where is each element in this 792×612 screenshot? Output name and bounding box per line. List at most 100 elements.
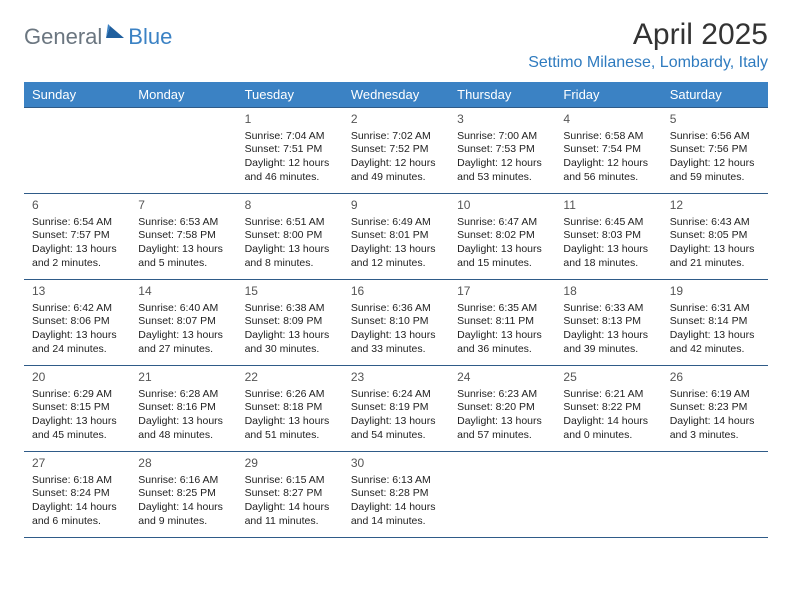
day-detail-line: and 30 minutes. (245, 343, 335, 357)
day-detail-line: Daylight: 12 hours (351, 157, 441, 171)
day-detail-line: and 51 minutes. (245, 429, 335, 443)
day-detail-line: Sunrise: 6:42 AM (32, 302, 122, 316)
calendar-day-cell (662, 452, 768, 538)
day-number: 24 (457, 370, 547, 386)
day-number: 5 (670, 112, 760, 128)
day-detail-line: Sunset: 7:51 PM (245, 143, 335, 157)
day-detail-line: Sunrise: 6:16 AM (138, 474, 228, 488)
day-detail-line: Sunset: 8:18 PM (245, 401, 335, 415)
day-number: 23 (351, 370, 441, 386)
day-detail-line: and 2 minutes. (32, 257, 122, 271)
calendar-week-row: 20Sunrise: 6:29 AMSunset: 8:15 PMDayligh… (24, 366, 768, 452)
weekday-header: Wednesday (343, 82, 449, 108)
day-detail-line: and 9 minutes. (138, 515, 228, 529)
weekday-header: Thursday (449, 82, 555, 108)
day-detail-line: Sunset: 8:15 PM (32, 401, 122, 415)
day-detail-line: Sunset: 8:03 PM (563, 229, 653, 243)
day-detail-line: Sunrise: 6:56 AM (670, 130, 760, 144)
day-detail-line: and 5 minutes. (138, 257, 228, 271)
calendar-day-cell: 30Sunrise: 6:13 AMSunset: 8:28 PMDayligh… (343, 452, 449, 538)
day-detail-line: and 49 minutes. (351, 171, 441, 185)
logo-text-general: General (24, 24, 102, 50)
calendar-week-row: 27Sunrise: 6:18 AMSunset: 8:24 PMDayligh… (24, 452, 768, 538)
day-number: 11 (563, 198, 653, 214)
calendar-day-cell: 4Sunrise: 6:58 AMSunset: 7:54 PMDaylight… (555, 108, 661, 194)
day-number: 4 (563, 112, 653, 128)
day-detail-line: Sunset: 8:23 PM (670, 401, 760, 415)
day-detail-line: and 11 minutes. (245, 515, 335, 529)
calendar-day-cell (449, 452, 555, 538)
calendar-day-cell: 18Sunrise: 6:33 AMSunset: 8:13 PMDayligh… (555, 280, 661, 366)
day-number: 28 (138, 456, 228, 472)
day-number: 17 (457, 284, 547, 300)
logo: General Blue (24, 24, 172, 50)
calendar-day-cell: 22Sunrise: 6:26 AMSunset: 8:18 PMDayligh… (237, 366, 343, 452)
day-number: 15 (245, 284, 335, 300)
day-number: 9 (351, 198, 441, 214)
day-detail-line: Sunrise: 6:28 AM (138, 388, 228, 402)
day-detail-line: Sunset: 8:28 PM (351, 487, 441, 501)
day-number: 26 (670, 370, 760, 386)
calendar-day-cell: 6Sunrise: 6:54 AMSunset: 7:57 PMDaylight… (24, 194, 130, 280)
day-detail-line: Daylight: 13 hours (351, 415, 441, 429)
day-detail-line: Daylight: 13 hours (457, 415, 547, 429)
day-detail-line: Sunset: 8:07 PM (138, 315, 228, 329)
day-detail-line: Sunrise: 6:49 AM (351, 216, 441, 230)
day-number: 10 (457, 198, 547, 214)
calendar-day-cell: 29Sunrise: 6:15 AMSunset: 8:27 PMDayligh… (237, 452, 343, 538)
day-detail-line: Sunrise: 7:04 AM (245, 130, 335, 144)
day-detail-line: Sunset: 8:20 PM (457, 401, 547, 415)
day-detail-line: Sunrise: 6:45 AM (563, 216, 653, 230)
day-number: 12 (670, 198, 760, 214)
calendar-day-cell: 17Sunrise: 6:35 AMSunset: 8:11 PMDayligh… (449, 280, 555, 366)
calendar-day-cell: 27Sunrise: 6:18 AMSunset: 8:24 PMDayligh… (24, 452, 130, 538)
day-detail-line: Daylight: 12 hours (245, 157, 335, 171)
day-detail-line: and 8 minutes. (245, 257, 335, 271)
weekday-header: Monday (130, 82, 236, 108)
day-detail-line: and 53 minutes. (457, 171, 547, 185)
weekday-header: Sunday (24, 82, 130, 108)
day-detail-line: Sunrise: 6:58 AM (563, 130, 653, 144)
day-number: 21 (138, 370, 228, 386)
day-detail-line: Sunrise: 6:18 AM (32, 474, 122, 488)
day-detail-line: and 46 minutes. (245, 171, 335, 185)
day-number: 13 (32, 284, 122, 300)
day-detail-line: Daylight: 14 hours (138, 501, 228, 515)
day-detail-line: Daylight: 13 hours (670, 243, 760, 257)
day-detail-line: Sunrise: 6:13 AM (351, 474, 441, 488)
calendar-body: 1Sunrise: 7:04 AMSunset: 7:51 PMDaylight… (24, 108, 768, 538)
day-detail-line: Sunset: 8:19 PM (351, 401, 441, 415)
day-detail-line: Daylight: 14 hours (563, 415, 653, 429)
calendar-day-cell (24, 108, 130, 194)
weekday-header: Friday (555, 82, 661, 108)
day-detail-line: and 14 minutes. (351, 515, 441, 529)
day-detail-line: Daylight: 13 hours (563, 243, 653, 257)
calendar-day-cell: 9Sunrise: 6:49 AMSunset: 8:01 PMDaylight… (343, 194, 449, 280)
calendar-day-cell: 23Sunrise: 6:24 AMSunset: 8:19 PMDayligh… (343, 366, 449, 452)
day-detail-line: Daylight: 12 hours (670, 157, 760, 171)
day-detail-line: Daylight: 12 hours (563, 157, 653, 171)
day-number: 2 (351, 112, 441, 128)
day-detail-line: Sunset: 7:56 PM (670, 143, 760, 157)
day-number: 7 (138, 198, 228, 214)
calendar-page: General Blue April 2025 Settimo Milanese… (0, 0, 792, 556)
day-number: 14 (138, 284, 228, 300)
calendar-day-cell: 15Sunrise: 6:38 AMSunset: 8:09 PMDayligh… (237, 280, 343, 366)
location-text: Settimo Milanese, Lombardy, Italy (528, 54, 768, 72)
day-detail-line: and 33 minutes. (351, 343, 441, 357)
day-detail-line: Sunrise: 6:19 AM (670, 388, 760, 402)
day-detail-line: and 48 minutes. (138, 429, 228, 443)
calendar-day-cell: 26Sunrise: 6:19 AMSunset: 8:23 PMDayligh… (662, 366, 768, 452)
day-detail-line: and 57 minutes. (457, 429, 547, 443)
day-detail-line: Sunset: 8:06 PM (32, 315, 122, 329)
day-detail-line: and 0 minutes. (563, 429, 653, 443)
day-detail-line: Sunrise: 6:15 AM (245, 474, 335, 488)
day-detail-line: Sunrise: 6:47 AM (457, 216, 547, 230)
day-detail-line: Sunrise: 6:43 AM (670, 216, 760, 230)
calendar-day-cell (130, 108, 236, 194)
calendar-day-cell: 19Sunrise: 6:31 AMSunset: 8:14 PMDayligh… (662, 280, 768, 366)
calendar-day-cell: 24Sunrise: 6:23 AMSunset: 8:20 PMDayligh… (449, 366, 555, 452)
day-detail-line: Sunrise: 6:21 AM (563, 388, 653, 402)
calendar-day-cell: 16Sunrise: 6:36 AMSunset: 8:10 PMDayligh… (343, 280, 449, 366)
day-detail-line: and 39 minutes. (563, 343, 653, 357)
